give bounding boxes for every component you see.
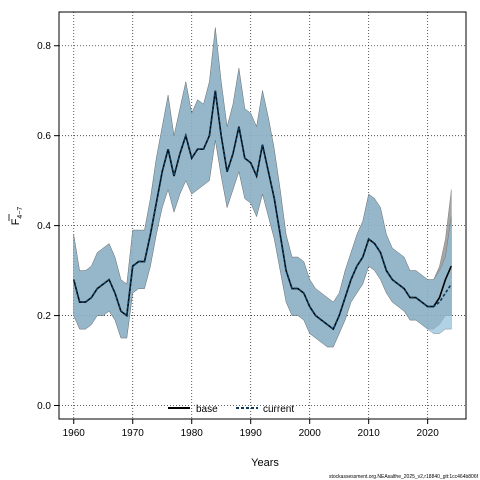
x-tick-label: 1960: [63, 428, 86, 439]
y-axis-title: F4−7: [8, 207, 24, 226]
grid: [59, 12, 466, 419]
y-tick-label: 0.0: [37, 401, 51, 412]
x-tick-label: 2010: [358, 428, 381, 439]
y-tick-label: 0.2: [37, 311, 51, 322]
y-tick-label: 0.8: [37, 41, 51, 52]
legend-current-label: current: [263, 404, 294, 415]
y-axis-title-sub: 4−7: [17, 207, 24, 219]
source-note: stockassessment.org.NEAsalthe_2025_v2,r1…: [329, 474, 479, 480]
x-tick-label: 2020: [417, 428, 440, 439]
series-lines: [72, 90, 453, 331]
x-tick-label: 1980: [181, 428, 204, 439]
plot-frame: [58, 11, 467, 420]
x-tick-label: 1970: [122, 428, 145, 439]
x-axis: 1960 1970 1980 1990 2000 2010 2020: [63, 419, 440, 439]
y-axis: 0.0 0.2 0.4 0.6 0.8: [37, 41, 59, 412]
y-tick-label: 0.6: [37, 131, 51, 142]
y-axis-title-main: F: [10, 218, 22, 225]
x-axis-title: Years: [251, 457, 279, 469]
x-tick-label: 2000: [299, 428, 322, 439]
x-tick-label: 1990: [240, 428, 263, 439]
svg-text:F4−7: F4−7: [10, 207, 24, 226]
legend: base current: [168, 404, 294, 415]
legend-base-label: base: [196, 404, 218, 415]
y-tick-label: 0.4: [37, 221, 51, 232]
line-current: [72, 90, 452, 331]
